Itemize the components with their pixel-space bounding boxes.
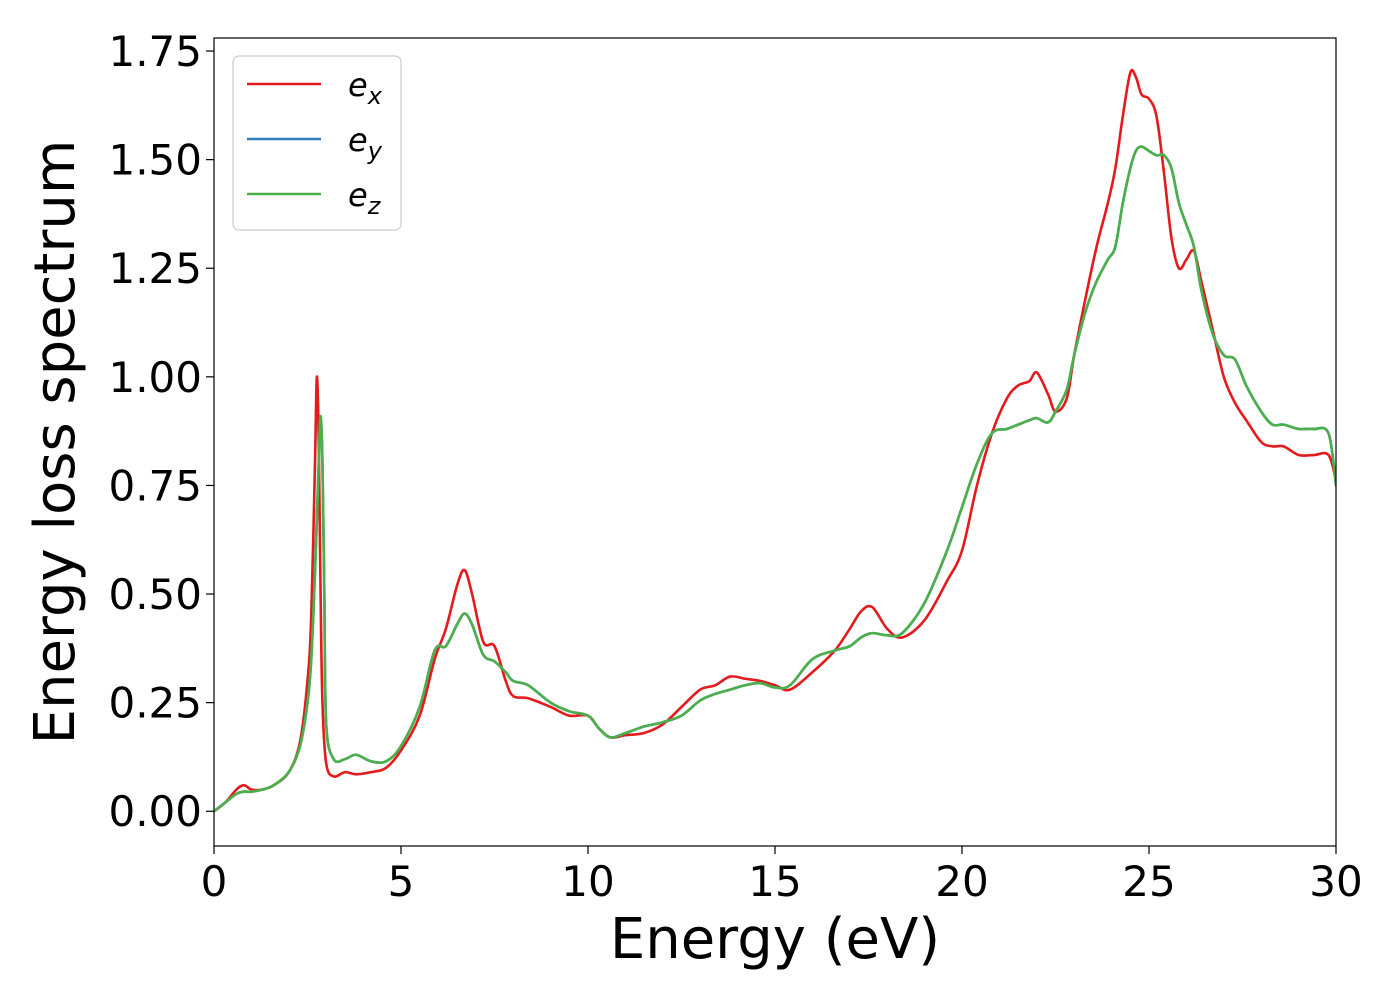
y-tick-label: 1.25: [108, 244, 202, 293]
legend-label-e-z: ez: [348, 176, 382, 220]
y-tick-label: 1.50: [108, 136, 202, 185]
legend: ex ey ez: [232, 55, 402, 231]
y-tick-label: 0.00: [108, 787, 202, 836]
y-tick-label: 1.75: [108, 27, 202, 76]
legend-box: [232, 55, 402, 231]
y-axis-title: Energy loss spectrum: [23, 140, 88, 745]
legend-label-e-y: ey: [348, 121, 383, 165]
y-tick-label: 0.75: [108, 461, 202, 510]
series-line-e-y: [214, 145, 1336, 813]
y-tick-label: 1.00: [108, 353, 202, 402]
x-tick-label: 20: [935, 857, 988, 906]
marks-layer: [214, 68, 1336, 813]
y-tick-label: 0.50: [108, 570, 202, 619]
ticks-layer: 0 5 10 15 20 25 30 0.00 0.25 0.50 0.75 1.00 1.25 1.50…: [108, 27, 1362, 906]
x-tick-label: 10: [561, 857, 614, 906]
series-line-e-z: [214, 145, 1336, 813]
series-line-e-x: [214, 68, 1336, 813]
y-tick-label: 0.25: [108, 679, 202, 728]
x-tick-label: 5: [388, 857, 415, 906]
plot-frame: [213, 37, 1337, 847]
x-tick-label: 0: [201, 857, 228, 906]
x-tick-label: 30: [1309, 857, 1362, 906]
x-tick-label: 15: [748, 857, 801, 906]
legend-label-e-x: ex: [348, 66, 383, 110]
x-axis-title: Energy (eV): [610, 907, 940, 972]
x-tick-label: 25: [1122, 857, 1175, 906]
